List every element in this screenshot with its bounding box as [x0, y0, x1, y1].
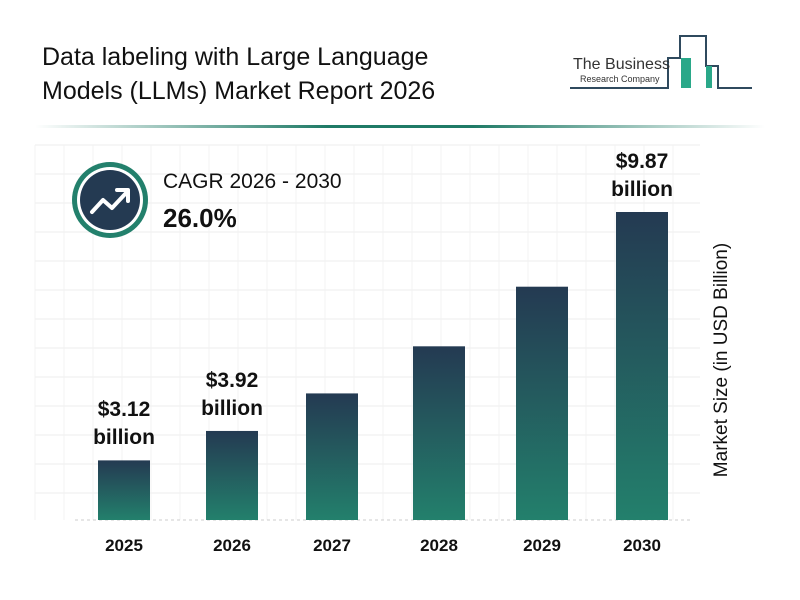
y-axis-label: Market Size (in USD Billion)	[711, 242, 732, 478]
x-tick-label: 2025	[105, 536, 143, 555]
data-label-unit: billion	[201, 396, 263, 420]
data-label: $9.87 billion	[611, 148, 673, 204]
divider	[35, 125, 765, 128]
cagr-label: CAGR 2026 - 2030	[163, 170, 342, 193]
data-label-unit: billion	[93, 426, 155, 450]
data-label-unit: billion	[611, 178, 673, 201]
trending-up-icon	[80, 170, 140, 230]
bar-2027	[306, 393, 358, 520]
x-tick-label: 2027	[313, 536, 351, 555]
bar-2030	[616, 212, 668, 520]
bar-2028	[413, 346, 465, 520]
x-tick-label: 2028	[420, 536, 458, 555]
bar-2025	[98, 460, 150, 520]
company-logo: The Business Research Company	[568, 32, 758, 94]
data-label: $3.12 billion	[93, 396, 155, 452]
data-label-amount: $3.12	[97, 398, 151, 422]
logo-text: The Business	[573, 56, 670, 73]
data-label: $3.92 billion	[201, 367, 263, 423]
cagr-value: 26.0%	[163, 203, 237, 233]
title-line-2: Models (LLMs) Market Report 2026	[42, 77, 436, 105]
x-tick-label: 2029	[523, 536, 561, 555]
logo-subtext: Research Company	[580, 74, 660, 84]
data-label-amount: $3.92	[205, 368, 259, 392]
chart-title: Data labeling with Large Language Models…	[42, 40, 542, 108]
title-line-1: Data labeling with Large Language	[42, 43, 429, 71]
data-label-amount: $9.87	[615, 150, 669, 173]
bar-2026	[206, 430, 258, 520]
logo-buildings-icon	[570, 35, 752, 89]
x-tick-label: 2030	[623, 536, 661, 555]
x-tick-label: 2026	[213, 536, 251, 555]
bar-2029	[516, 286, 568, 520]
